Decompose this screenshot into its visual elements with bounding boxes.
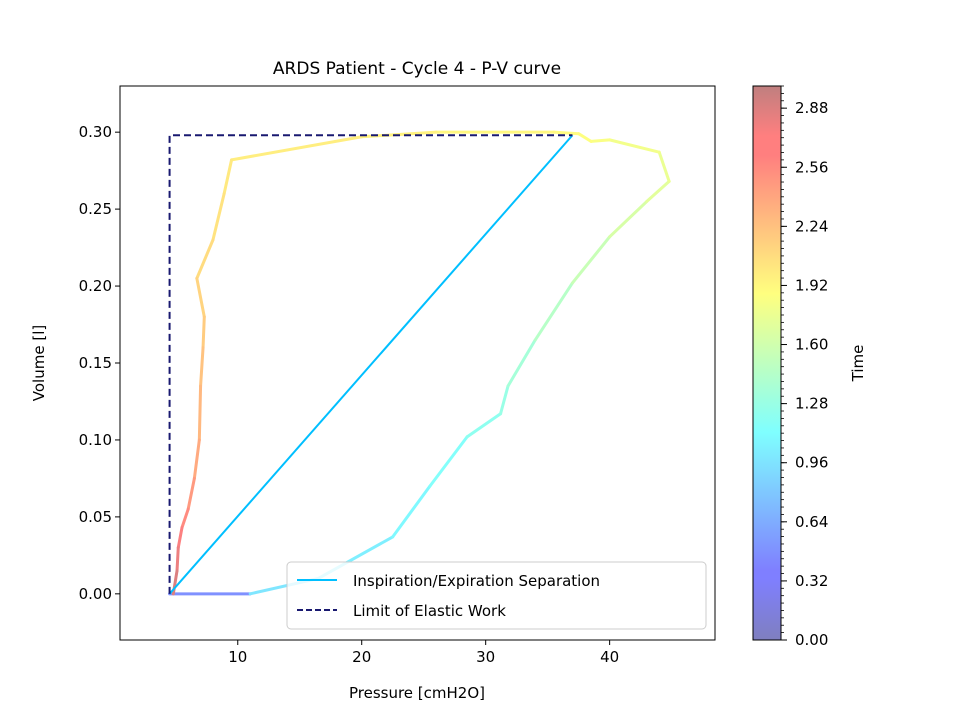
pv-loop-segment [230,135,364,162]
x-tick-label: 40 [600,648,619,666]
pv-loop-segment [552,130,581,136]
y-tick-label: 0.30 [79,123,112,141]
pv-loop-segment [176,526,184,550]
pv-loop-segment [201,315,206,350]
colorbar-tick-label: 2.88 [795,99,828,117]
pv-loop-segment [533,281,574,342]
pv-loop-segment [608,138,661,154]
y-axis-label: Volume [l] [30,325,48,401]
colorbar-tick-label: 2.24 [795,217,828,235]
pv-loop-segment [197,384,203,442]
plot-area: 10 20 30 40 0.00 0.05 0.10 0.15 0.20 0.25 0.30 [79,85,716,666]
pv-loop-segment [499,384,510,416]
reference-lines [168,134,574,595]
y-tick-label: 0.15 [79,354,112,372]
legend: Inspiration/Expiration Separation Limit … [286,561,707,630]
colorbar-gradient [753,86,781,640]
x-tick-label: 20 [352,648,371,666]
pv-loop-segment [199,346,205,388]
pv-loop-segment [645,179,671,203]
pv-loop-segment [175,546,180,573]
colorbar-ticks: 0.00 0.32 0.64 0.96 1.28 1.60 1.92 2.24 2.56 2.88 [781,85,828,649]
pv-loop-segment [180,507,190,530]
legend-box [286,561,707,630]
y-tick-label: 0.20 [79,277,112,295]
colorbar: 0.00 0.32 0.64 0.96 1.28 1.60 1.92 2.24 2.56 2.88… [752,85,867,649]
colorbar-tick-label: 0.00 [795,631,828,649]
pv-loop-segment [465,412,503,439]
x-axis-ticks: 10 20 30 40 [228,640,619,666]
y-tick-label: 0.00 [79,585,112,603]
pv-loop-segment [657,150,671,183]
elastic-work-limit-line [168,134,573,594]
y-axis-ticks: 0.00 0.05 0.10 0.15 0.20 0.25 0.30 [79,123,120,603]
y-tick-label: 0.10 [79,431,112,449]
y-tick-label: 0.05 [79,508,112,526]
colorbar-frame [752,85,782,641]
pv-loop-segment [186,476,196,511]
colorbar-tick-label: 0.96 [795,454,828,472]
colorbar-tick-label: 2.56 [795,158,828,176]
pv-loop-segment [195,238,215,280]
separation-line [168,134,574,595]
pv-loop-segment [570,235,612,285]
x-tick-label: 10 [228,648,247,666]
x-tick-label: 30 [476,648,495,666]
x-axis-label: Pressure [cmH2O] [349,684,485,702]
legend-separation-label: Inspiration/Expiration Separation [353,572,600,590]
colorbar-tick-label: 1.92 [795,276,828,294]
pv-loop-segment [192,438,201,480]
colorbar-tick-label: 1.28 [795,395,828,413]
colorbar-tick-label: 0.32 [795,572,828,590]
chart-title: ARDS Patient - Cycle 4 - P-V curve [273,59,561,79]
colorbar-tick-label: 1.60 [795,336,828,354]
pv-loop-segment [577,132,593,143]
pv-loop-segment [608,199,649,239]
colorbar-label: Time [849,345,867,383]
plot-background [120,86,715,640]
pv-loop-segment [211,192,226,242]
pv-loop-segment [195,276,206,319]
pv-loop-segment [428,435,469,488]
colorbar-tick-label: 0.64 [795,513,828,531]
pv-loop-segment [391,484,432,539]
pv-loop-segment [222,158,234,196]
y-tick-label: 0.25 [79,200,112,218]
legend-elastic-label: Limit of Elastic Work [353,602,506,620]
pv-loop-segment [506,338,537,388]
pv-loop-segment [589,138,612,143]
